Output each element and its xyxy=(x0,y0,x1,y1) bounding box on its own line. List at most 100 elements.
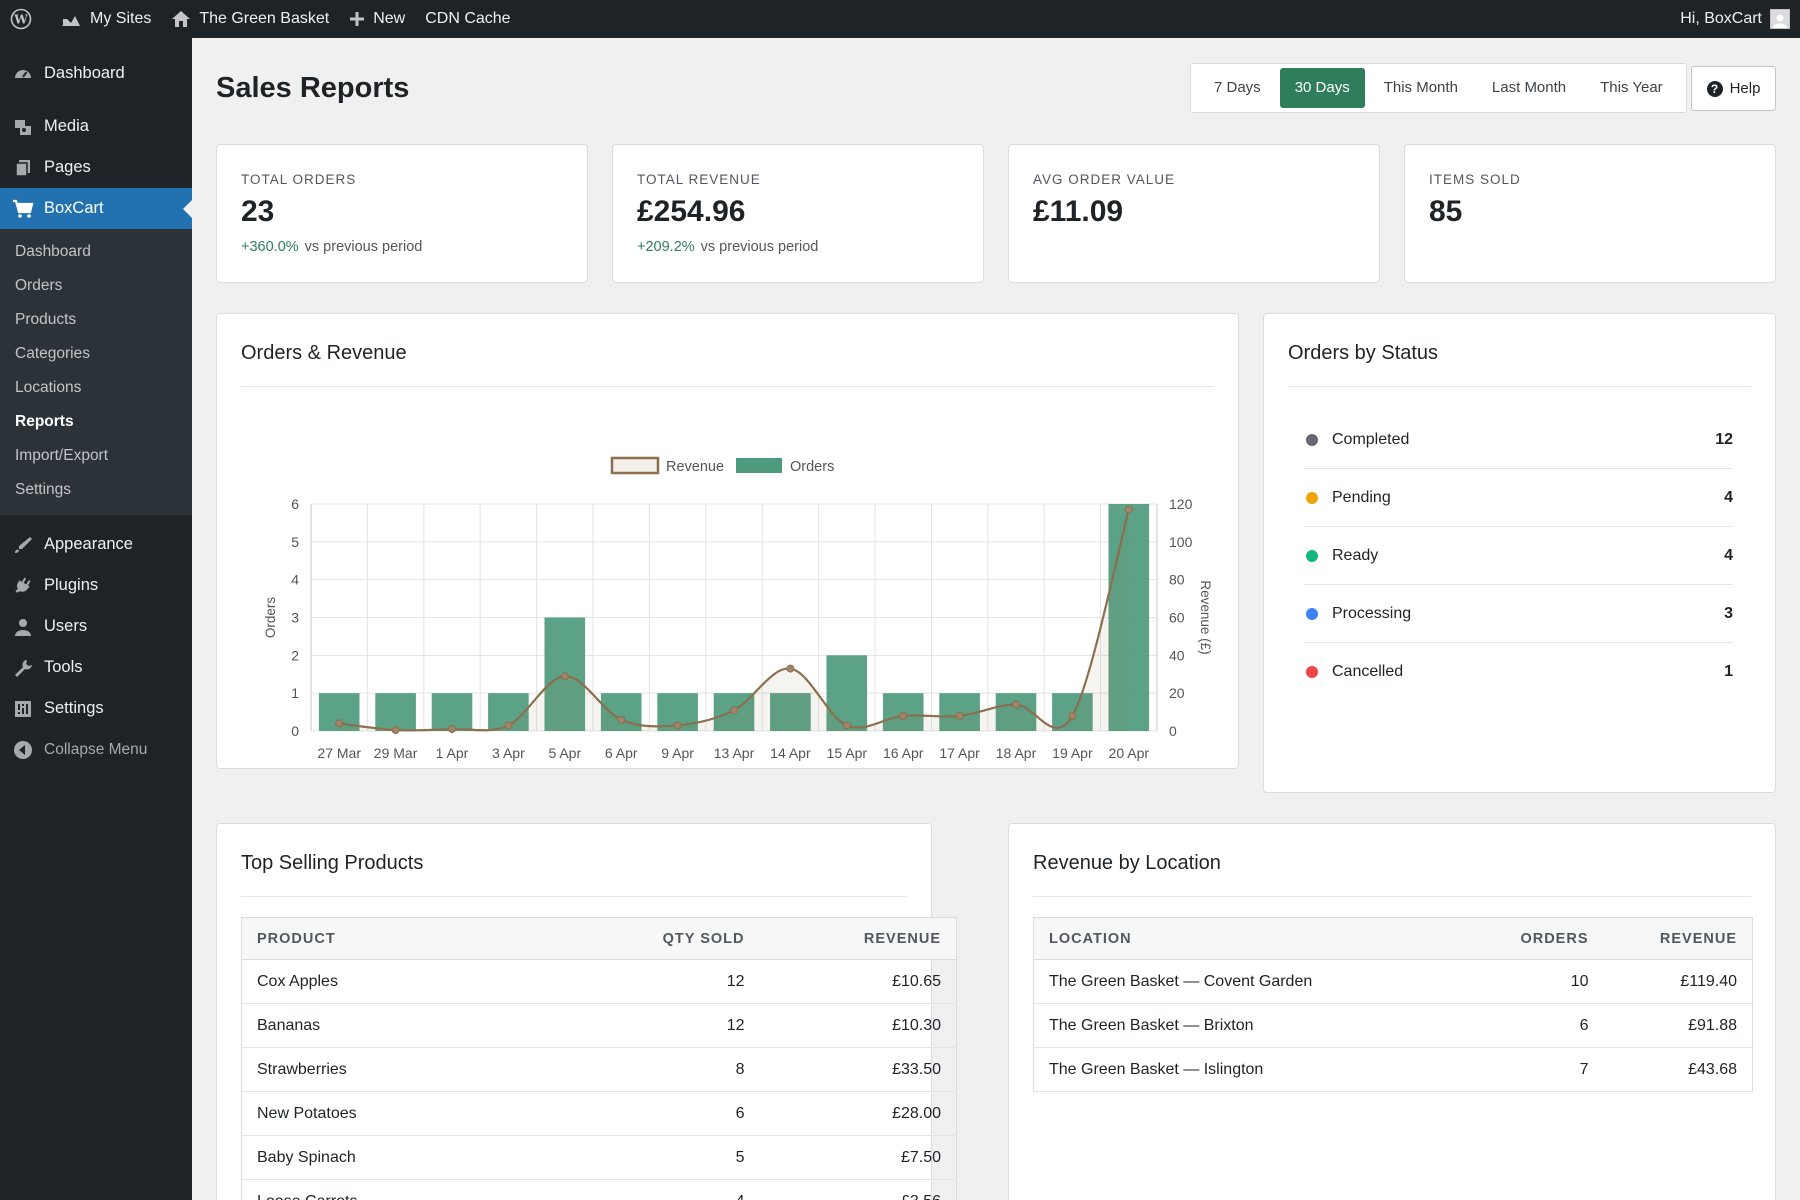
table-row: Loose Carrots4£3.56 xyxy=(241,1179,957,1200)
help-icon: ? xyxy=(1706,80,1723,97)
column-header-product[interactable]: PRODUCT xyxy=(241,917,582,960)
legend-swatch-revenue xyxy=(610,456,660,475)
column-header-revenue[interactable]: REVENUE xyxy=(759,917,957,960)
sidebar-item-users[interactable]: Users xyxy=(0,606,192,647)
table-row: New Potatoes 6 £28.00 xyxy=(241,1091,957,1136)
y2-tick-label: 80 xyxy=(1169,572,1185,588)
revenue-line xyxy=(339,509,1130,732)
status-count: 4 xyxy=(1724,546,1733,564)
y2-tick-label: 0 xyxy=(1169,723,1177,739)
submenu-products[interactable]: Products xyxy=(15,311,77,328)
greeting-label: Hi, BoxCart xyxy=(1680,10,1762,27)
submenu-import-export[interactable]: Import/Export xyxy=(15,447,109,464)
status-row-pending: Pending 4 xyxy=(1304,469,1733,527)
table-header-row: LOCATION ORDERS REVENUE xyxy=(1033,917,1753,960)
sidebar-item-plugins[interactable]: Plugins xyxy=(0,565,192,606)
my-account[interactable]: Hi, BoxCart xyxy=(1680,9,1800,29)
submenu-dashboard[interactable]: Dashboard xyxy=(15,243,91,260)
column-header-orders[interactable]: ORDERS xyxy=(1453,917,1604,960)
column-header-location[interactable]: LOCATION xyxy=(1033,917,1454,960)
tools-icon xyxy=(12,657,34,679)
users-icon xyxy=(12,616,34,638)
stat-card-items-sold: ITEMS SOLD 85 xyxy=(1404,144,1776,283)
status-count: 3 xyxy=(1724,604,1733,622)
sidebar-item-label: Dashboard xyxy=(44,64,125,82)
table-row: The Green Basket — Brixton 6 £91.88 xyxy=(1033,1003,1753,1048)
panel-title: Orders & Revenue xyxy=(241,342,407,364)
y2-axis-title: Revenue (£) xyxy=(1198,580,1213,654)
product-name: New Potatoes xyxy=(241,1091,582,1136)
bar-orders xyxy=(770,693,811,731)
submenu-locations[interactable]: Locations xyxy=(15,379,82,396)
x-tick-label: 19 Apr xyxy=(1052,745,1093,761)
y2-tick-label: 120 xyxy=(1169,496,1193,512)
collapse-menu-button[interactable]: Collapse Menu xyxy=(0,729,192,770)
product-name: Strawberries xyxy=(241,1047,582,1092)
submenu-reports[interactable]: Reports xyxy=(15,413,74,430)
product-revenue: £3.56 xyxy=(759,1179,957,1200)
status-label: Pending xyxy=(1332,488,1391,506)
stat-delta-percent: +360.0% xyxy=(241,239,299,255)
status-dot-icon xyxy=(1306,549,1318,562)
status-count: 4 xyxy=(1724,488,1733,506)
y-tick-label: 4 xyxy=(291,572,299,588)
sidebar-item-pages[interactable]: Pages xyxy=(0,147,192,188)
stat-delta-text: vs previous period xyxy=(304,239,423,255)
sidebar-item-boxcart[interactable]: BoxCart xyxy=(0,188,192,229)
column-header-revenue[interactable]: REVENUE xyxy=(1603,917,1753,960)
sidebar-item-media[interactable]: Media xyxy=(0,106,192,147)
sidebar-item-tools[interactable]: Tools xyxy=(0,647,192,688)
cdn-cache-link[interactable]: CDN Cache xyxy=(425,10,511,27)
table-row: Strawberries 8 £33.50 xyxy=(241,1047,957,1092)
revenue-point xyxy=(786,664,795,673)
sidebar-item-settings[interactable]: Settings xyxy=(0,688,192,729)
y2-tick-label: 20 xyxy=(1169,685,1185,701)
sidebar-item-dashboard[interactable]: Dashboard xyxy=(0,53,192,94)
range-30-days-button[interactable]: 30 Days xyxy=(1279,68,1365,108)
legend-label-revenue: Revenue xyxy=(666,459,724,475)
appearance-icon xyxy=(12,534,34,556)
help-button[interactable]: ? Help xyxy=(1691,66,1776,111)
submenu-orders[interactable]: Orders xyxy=(15,277,63,294)
range-7-days-button[interactable]: 7 Days xyxy=(1214,79,1261,96)
stat-delta: +209.2% vs previous period xyxy=(637,239,959,255)
sidebar-item-appearance[interactable]: Appearance xyxy=(0,524,192,565)
range-last-month-button[interactable]: Last Month xyxy=(1491,79,1567,96)
x-tick-label: 17 Apr xyxy=(939,745,980,761)
site-name-link[interactable]: The Green Basket xyxy=(161,0,339,38)
x-tick-label: 5 Apr xyxy=(548,745,581,761)
column-header-qty-sold[interactable]: QTY SOLD xyxy=(581,917,760,960)
range-this-month-button[interactable]: This Month xyxy=(1383,79,1458,96)
sidebar-item-label: Settings xyxy=(44,699,104,717)
bar-orders xyxy=(1108,504,1150,731)
sidebar-item-label: BoxCart xyxy=(44,199,104,217)
new-content-link[interactable]: New xyxy=(339,0,415,38)
range-this-year-button[interactable]: This Year xyxy=(1600,79,1663,96)
x-tick-label: 6 Apr xyxy=(605,745,638,761)
status-dot-icon xyxy=(1306,491,1318,504)
bar-orders xyxy=(431,693,473,731)
table-row: The Green Basket — Covent Garden 10 £119.4… xyxy=(1033,959,1753,1004)
stat-delta: +360.0% vs previous period xyxy=(241,239,563,255)
submenu-categories[interactable]: Categories xyxy=(15,345,90,362)
table-row: Bananas 12 £10.30 xyxy=(241,1003,957,1048)
wordpress-logo-icon[interactable]: W xyxy=(0,0,50,38)
y2-tick-label: 60 xyxy=(1169,610,1185,626)
submenu-settings[interactable]: Settings xyxy=(15,481,72,498)
revenue-point xyxy=(1012,700,1020,709)
x-tick-label: 9 Apr xyxy=(661,745,694,761)
y-tick-label: 3 xyxy=(291,610,299,626)
my-sites-link[interactable]: My Sites xyxy=(50,0,161,38)
home-icon xyxy=(172,11,191,27)
location-name: The Green Basket — Islington xyxy=(1033,1047,1454,1092)
y-tick-label: 6 xyxy=(291,496,299,512)
stat-label: TOTAL ORDERS xyxy=(241,172,357,187)
media-icon xyxy=(12,116,34,138)
y-tick-label: 2 xyxy=(291,647,299,663)
location-name: The Green Basket — Covent Garden xyxy=(1033,959,1454,1004)
sidebar-item-label: Tools xyxy=(44,658,83,676)
revenue-point xyxy=(673,721,682,730)
divider xyxy=(241,386,1214,387)
y-tick-label: 0 xyxy=(291,723,299,739)
revenue-point xyxy=(504,721,513,730)
